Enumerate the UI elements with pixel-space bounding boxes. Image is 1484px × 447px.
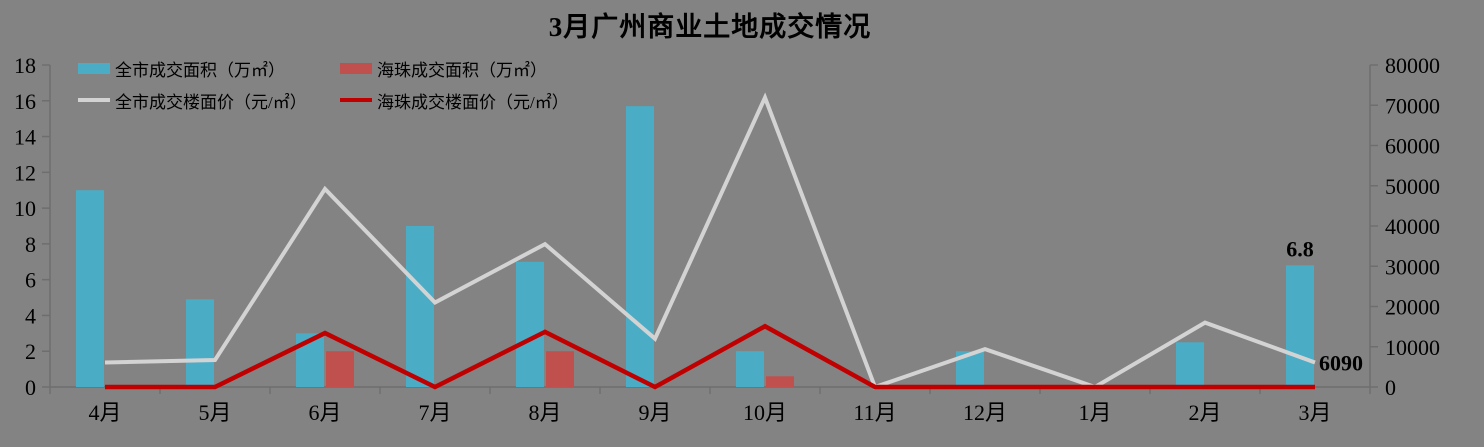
y-axis-left-tick-label: 4 xyxy=(25,303,36,328)
x-axis-label: 6月 xyxy=(308,400,341,425)
x-axis-label: 4月 xyxy=(88,400,121,425)
y-axis-left-tick-label: 10 xyxy=(14,196,36,221)
data-label: 6090 xyxy=(1319,350,1363,375)
y-axis-right-tick-label: 80000 xyxy=(1385,53,1440,78)
legend-item-citywide-area: 全市成交面积（万㎡） xyxy=(78,57,285,80)
y-axis-left-tick-label: 8 xyxy=(25,232,36,257)
x-axis-label: 11月 xyxy=(853,400,896,425)
y-axis-right-tick-label: 10000 xyxy=(1385,335,1440,360)
y-axis-right-tick-label: 40000 xyxy=(1385,214,1440,239)
legend-label-citywide-price: 全市成交楼面价（元/㎡） xyxy=(115,92,307,112)
line-haizhu-price xyxy=(105,323,1315,390)
bar-haizhu-area xyxy=(326,351,354,387)
y-axis-right-tick-label: 20000 xyxy=(1385,295,1440,320)
line-citywide-price xyxy=(104,92,1316,390)
legend-label-citywide-area: 全市成交面积（万㎡） xyxy=(115,60,285,80)
y-axis-left-tick-label: 0 xyxy=(25,375,36,400)
y-axis-right-tick-label: 50000 xyxy=(1385,174,1440,199)
legend-item-haizhu-price: 海珠成交楼面价（元/㎡） xyxy=(340,89,569,112)
x-axis-label: 7月 xyxy=(418,400,451,425)
bar-citywide-area xyxy=(626,106,654,388)
y-axis-left-tick-label: 2 xyxy=(25,339,36,364)
bar-citywide-area xyxy=(186,299,214,387)
x-axis-label: 5月 xyxy=(198,400,231,425)
legend-swatch-haizhu-price xyxy=(340,98,372,102)
legend-swatch-citywide-area xyxy=(78,62,110,74)
legend-item-haizhu-area: 海珠成交面积（万㎡） xyxy=(340,57,547,80)
x-axis-label: 10月 xyxy=(743,400,787,425)
legend-swatch-haizhu-area xyxy=(340,62,372,74)
x-axis-label: 8月 xyxy=(528,400,561,425)
bar-citywide-area xyxy=(516,261,544,387)
bar-citywide-area xyxy=(1286,265,1314,387)
y-axis-right-tick-label: 70000 xyxy=(1385,93,1440,118)
y-axis-right-tick-label: 0 xyxy=(1385,375,1396,400)
bar-citywide-area xyxy=(1176,342,1204,387)
legend-swatch-citywide-price xyxy=(78,98,110,102)
y-axis-right-tick-label: 30000 xyxy=(1385,254,1440,279)
y-axis-right-tick-label: 60000 xyxy=(1385,134,1440,159)
bar-citywide-area xyxy=(406,226,434,387)
bars xyxy=(76,106,1314,388)
legend-label-haizhu-price: 海珠成交楼面价（元/㎡） xyxy=(377,92,569,112)
x-axis-label: 12月 xyxy=(963,400,1007,425)
y-axis-left-tick-label: 18 xyxy=(14,53,36,78)
data-labels: 6.8 6090 xyxy=(1286,236,1363,375)
y-axis-left-tick-label: 6 xyxy=(25,268,36,293)
y-axis-left-tick-label: 12 xyxy=(14,160,36,185)
y-axis-left-tick-label: 14 xyxy=(14,125,36,150)
bar-haizhu-area xyxy=(766,376,794,387)
bar-haizhu-area xyxy=(546,351,574,387)
y-axis-left-tick-label: 16 xyxy=(14,89,36,114)
data-label: 6.8 xyxy=(1286,236,1314,261)
x-axis-label: 9月 xyxy=(638,400,671,425)
bar-citywide-area xyxy=(76,190,104,387)
x-axis-label: 3月 xyxy=(1298,400,1331,425)
x-axis-label: 1月 xyxy=(1078,400,1111,425)
bar-citywide-area xyxy=(736,351,764,387)
chart-title: 3月广州商业土地成交情况 xyxy=(548,12,872,42)
x-axis-label: 2月 xyxy=(1188,400,1221,425)
axes: 0 2 4 6 8 10 12 14 16 18 0 10000 20000 30000 40000 5000… xyxy=(14,53,1440,425)
legend-item-citywide-price: 全市成交楼面价（元/㎡） xyxy=(78,89,307,112)
lines xyxy=(104,92,1316,390)
legend-label-haizhu-area: 海珠成交面积（万㎡） xyxy=(377,60,547,80)
